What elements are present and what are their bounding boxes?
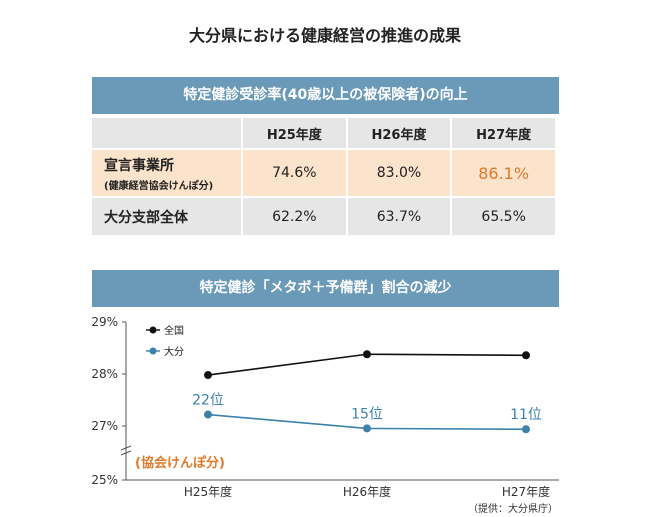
- table-cell: 74.6%: [243, 150, 346, 196]
- page-title: 大分県における健康経営の推進の成果: [188, 26, 461, 45]
- y-tick-label: 27%: [91, 419, 118, 433]
- data-point: [522, 351, 530, 360]
- data-point: [204, 371, 212, 380]
- legend-marker: [149, 347, 157, 355]
- table-cell: 63.7%: [347, 198, 451, 235]
- y-tick-label: 29%: [91, 315, 118, 329]
- table-row: 大分支部全体 62.2% 63.7% 65.5%: [92, 198, 555, 235]
- legend-label: 全国: [164, 324, 184, 337]
- legend-label: 大分: [164, 345, 184, 358]
- chart-annotation: (協会けんぽ分): [135, 455, 225, 471]
- chart-series: 22位 15位 11位: [192, 350, 542, 434]
- line-chart: 25% 27% 28% 29% H25年度 H26年度 H27年度 22位 15位 11位 全国…: [91, 315, 559, 499]
- table-cell-highlight: 86.1%: [452, 150, 555, 196]
- x-tick-label: H27年度: [502, 484, 550, 499]
- table-cell: 83.0%: [347, 150, 451, 196]
- row-label-main: 宣言事業所: [104, 157, 174, 174]
- legend-marker: [149, 326, 157, 334]
- data-point: [363, 350, 371, 359]
- point-label: 15位: [351, 406, 383, 422]
- y-tick-label: 25%: [91, 473, 118, 487]
- point-label: 22位: [192, 393, 224, 409]
- y-tick-label: 28%: [91, 367, 118, 381]
- table-heading: 特定健診受診率(40歳以上の被保険者)の向上: [92, 77, 559, 114]
- data-point: [363, 424, 371, 433]
- row-label-main: 大分支部全体: [104, 209, 188, 226]
- row-label: 大分支部全体: [92, 198, 241, 235]
- source-note: （提供：大分県庁）: [468, 504, 558, 515]
- column-header: H25年度: [243, 118, 346, 148]
- table-row: 宣言事業所 (健康経営協会けんぽ分) 74.6% 83.0% 86.1%: [92, 150, 555, 196]
- x-tick-label: H26年度: [343, 484, 391, 499]
- rate-table: H25年度 H26年度 H27年度 宣言事業所 (健康経営協会けんぽ分) 74.…: [90, 116, 557, 237]
- column-header: H27年度: [452, 118, 555, 148]
- column-header: H26年度: [347, 118, 451, 148]
- table-cell: 62.2%: [243, 198, 346, 235]
- point-label: 11位: [510, 407, 542, 423]
- x-tick-label: H25年度: [184, 484, 232, 499]
- data-point: [204, 410, 212, 419]
- row-label-sub: (健康経営協会けんぽ分): [104, 180, 214, 192]
- axis-break-mark: [120, 445, 132, 451]
- row-label: 宣言事業所 (健康経営協会けんぽ分): [92, 150, 241, 196]
- table-cell: 65.5%: [452, 198, 555, 235]
- chart-axes: 25% 27% 28% 29% H25年度 H26年度 H27年度: [91, 315, 559, 499]
- data-point: [522, 425, 530, 434]
- table-header-row: H25年度 H26年度 H27年度: [92, 118, 555, 148]
- axis-break-mark: [120, 450, 132, 456]
- table-corner-cell: [92, 118, 241, 148]
- chart-heading: 特定健診「メタボ＋予備群」割合の減少: [92, 270, 559, 307]
